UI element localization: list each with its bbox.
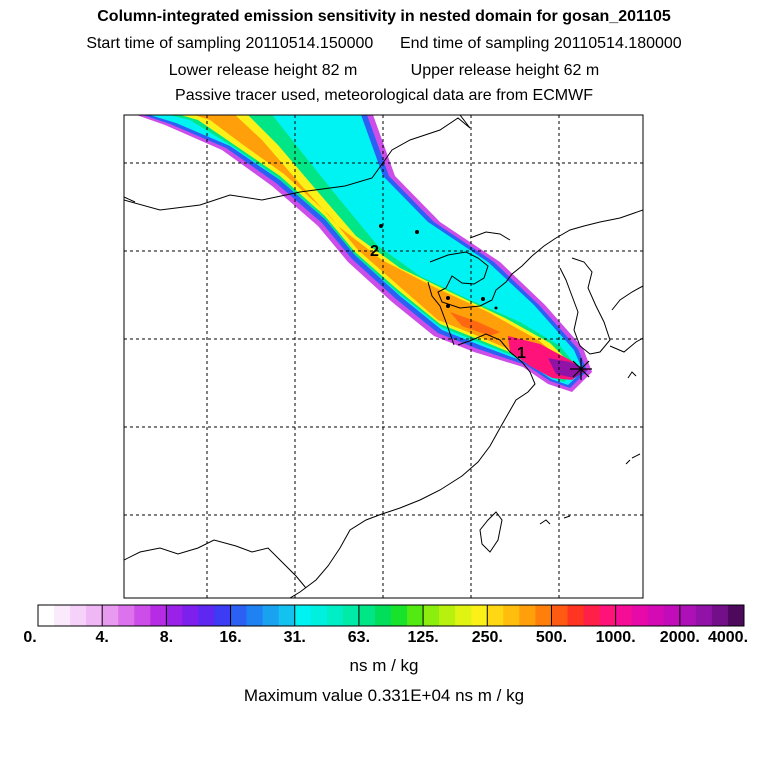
sampling-time-line: Start time of sampling 20110514.150000 E… bbox=[0, 34, 768, 54]
colorbar-segment bbox=[631, 605, 649, 626]
colorbar-segment bbox=[246, 605, 264, 626]
colorbar-segment bbox=[214, 605, 232, 626]
maximum-value-text: Maximum value 0.331E+04 ns m / kg bbox=[243, 686, 525, 705]
colorbar-segment bbox=[342, 605, 360, 626]
colorbar-segment bbox=[118, 605, 135, 626]
colorbar-segment bbox=[150, 605, 167, 626]
colorbar-segment bbox=[535, 605, 552, 626]
colorbar-tick-label: 4000. bbox=[707, 629, 749, 646]
map-frame bbox=[123, 114, 644, 599]
colorbar-segment bbox=[310, 605, 328, 626]
colorbar-segment bbox=[487, 605, 504, 626]
colorbar-segment bbox=[391, 605, 408, 626]
colorbar-segment bbox=[471, 605, 488, 626]
colorbar-segment bbox=[198, 605, 215, 626]
colorbar-segment bbox=[503, 605, 520, 626]
colorbar-segment bbox=[86, 605, 103, 626]
colorbar-segment bbox=[615, 605, 633, 626]
colorbar-segment bbox=[54, 605, 71, 626]
end-time-label: End time of sampling 20110514.180000 bbox=[400, 35, 682, 52]
colorbar-tick-label: 2000. bbox=[659, 629, 700, 646]
colorbar-segment bbox=[294, 605, 312, 626]
trajectory-points bbox=[379, 224, 498, 310]
colorbar-segment bbox=[134, 605, 151, 626]
colorbar-segment bbox=[358, 605, 376, 626]
colorbar-tick-label: 250. bbox=[471, 629, 503, 646]
colorbar-tick-label: 0. bbox=[23, 629, 37, 646]
colorbar-segment bbox=[262, 605, 280, 626]
colorbar-segment bbox=[519, 605, 536, 626]
colorbar-unit: ns m / kg bbox=[349, 656, 419, 675]
colorbar-segment bbox=[599, 605, 617, 626]
colorbar bbox=[37, 604, 745, 627]
lower-release-label: Lower release height 82 m bbox=[168, 62, 358, 79]
colorbar-segment bbox=[230, 605, 248, 626]
colorbar-segment bbox=[374, 605, 392, 626]
colorbar-segment bbox=[727, 605, 745, 626]
colorbar-tick-label: 31. bbox=[283, 629, 306, 646]
receptor-star-icon bbox=[570, 358, 592, 380]
colorbar-segment bbox=[423, 605, 440, 626]
marker-1-label: 1 bbox=[517, 345, 526, 362]
colorbar-segment bbox=[70, 605, 87, 626]
colorbar-tick-label: 500. bbox=[535, 629, 568, 646]
colorbar-segment bbox=[182, 605, 199, 626]
upper-release-label: Upper release height 62 m bbox=[410, 62, 600, 79]
colorbar-segment bbox=[278, 605, 296, 626]
tracer-info-line: Passive tracer used, meteorological data… bbox=[175, 87, 593, 104]
colorbar-segment bbox=[567, 605, 585, 626]
colorbar-segment bbox=[439, 605, 456, 626]
colorbar-tick-label: 125. bbox=[407, 629, 439, 646]
colorbar-segment bbox=[102, 605, 119, 626]
colorbar-segment bbox=[711, 605, 729, 626]
colorbar-segment bbox=[166, 605, 183, 626]
colorbar-tick-label: 4. bbox=[95, 629, 109, 646]
colorbar-segment bbox=[551, 605, 568, 626]
colorbar-segment bbox=[695, 605, 713, 626]
colorbar-tick-label: 8. bbox=[159, 629, 174, 646]
graticule bbox=[124, 115, 643, 598]
colorbar-frame bbox=[37, 604, 745, 627]
start-time-label: Start time of sampling 20110514.150000 bbox=[86, 35, 374, 52]
colorbar-segment bbox=[679, 605, 697, 626]
release-height-line: Lower release height 82 m Upper release … bbox=[0, 61, 768, 81]
colorbar-segment bbox=[38, 605, 55, 626]
colorbar-segment bbox=[326, 605, 344, 626]
marker-2-label: 2 bbox=[370, 243, 379, 260]
colorbar-tick-label: 16. bbox=[219, 629, 242, 646]
colorbar-segment bbox=[407, 605, 424, 626]
plot-title: Column-integrated emission sensitivity i… bbox=[97, 8, 671, 25]
colorbar-segment bbox=[455, 605, 472, 626]
colorbar-tick-label: 63. bbox=[347, 629, 371, 646]
colorbar-segment bbox=[663, 605, 681, 626]
colorbar-segment bbox=[647, 605, 665, 626]
coastlines bbox=[124, 115, 643, 598]
colorbar-tick-label: 1000. bbox=[595, 629, 636, 646]
colorbar-segment bbox=[583, 605, 601, 626]
